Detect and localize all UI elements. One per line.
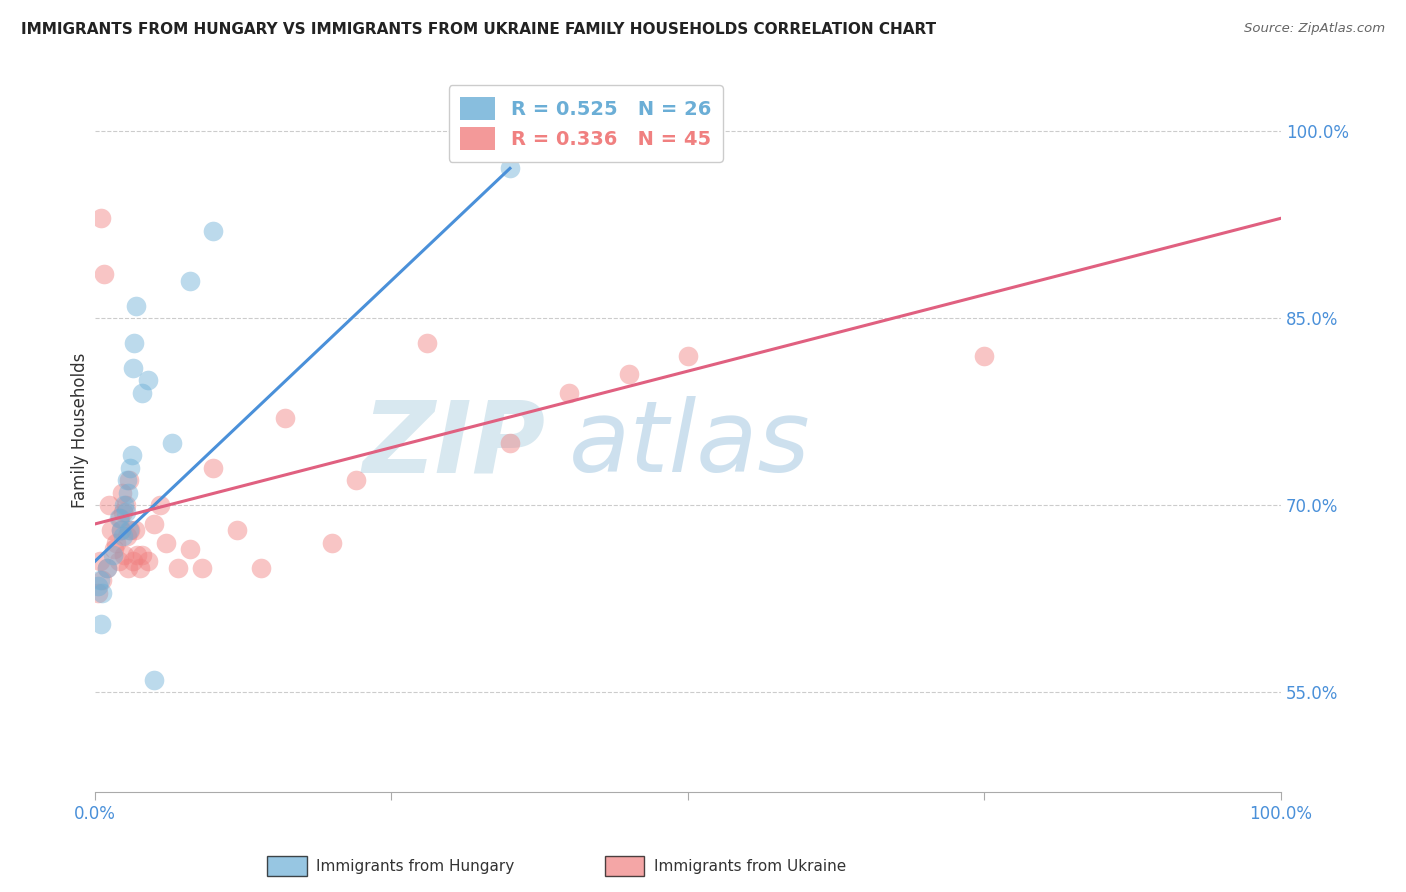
Point [96,560,118,574]
Point [128,560,150,574]
Point [558,386,581,401]
Point [107,510,129,524]
Point [149,498,172,512]
Text: IMMIGRANTS FROM HUNGARY VS IMMIGRANTS FROM UKRAINE FAMILY HOUSEHOLDS CORRELATION: IMMIGRANTS FROM HUNGARY VS IMMIGRANTS FR… [21,22,936,37]
Point [110,523,132,537]
Text: ZIP: ZIP [363,396,546,493]
Point [499,161,522,176]
Point [100,523,122,537]
Point [143,516,166,531]
Text: atlas: atlas [569,396,811,493]
Point [226,523,249,537]
Point [120,460,142,475]
Point [617,368,640,382]
Point [117,485,139,500]
Point [114,548,136,562]
Point [87,585,110,599]
Point [89,573,111,587]
Point [120,523,142,537]
Point [122,336,145,351]
Point [127,548,149,562]
Point [98,498,121,512]
Point [136,554,159,568]
Point [973,349,995,363]
Point [90,211,112,226]
Text: Immigrants from Ukraine: Immigrants from Ukraine [654,859,846,873]
Point [321,535,343,549]
Point [121,554,143,568]
Point [114,498,136,512]
Point [118,473,141,487]
Point [114,498,136,512]
Text: Source: ZipAtlas.com: Source: ZipAtlas.com [1244,22,1385,36]
Point [143,673,166,687]
Point [112,529,135,543]
Point [87,579,110,593]
Point [89,554,111,568]
Point [111,485,134,500]
Point [499,436,522,450]
Point [416,336,439,351]
Point [117,560,139,574]
Point [115,473,138,487]
Point [179,541,201,556]
Point [155,535,177,549]
Point [344,473,367,487]
Point [110,523,132,537]
Point [90,616,112,631]
Point [190,560,212,574]
Point [90,585,112,599]
Point [118,523,141,537]
Point [124,523,146,537]
Point [121,361,143,376]
Point [273,411,295,425]
Text: Immigrants from Hungary: Immigrants from Hungary [316,859,515,873]
Y-axis label: Family Households: Family Households [72,352,89,508]
Point [107,554,129,568]
Legend: R = 0.525   N = 26, R = 0.336   N = 45: R = 0.525 N = 26, R = 0.336 N = 45 [449,86,723,161]
Point [96,560,118,574]
Point [101,548,124,562]
Point [90,573,112,587]
Point [179,274,201,288]
Point [202,224,225,238]
Point [93,268,115,282]
Point [136,374,159,388]
Point [108,510,131,524]
Point [160,436,183,450]
Point [121,448,143,462]
Point [250,560,273,574]
Point [202,460,225,475]
Point [115,529,138,543]
Point [125,299,148,313]
Point [103,541,125,556]
Point [114,504,136,518]
Point [676,349,699,363]
Point [105,535,128,549]
Point [131,548,153,562]
Point [131,386,153,401]
Point [112,504,135,518]
Point [166,560,188,574]
